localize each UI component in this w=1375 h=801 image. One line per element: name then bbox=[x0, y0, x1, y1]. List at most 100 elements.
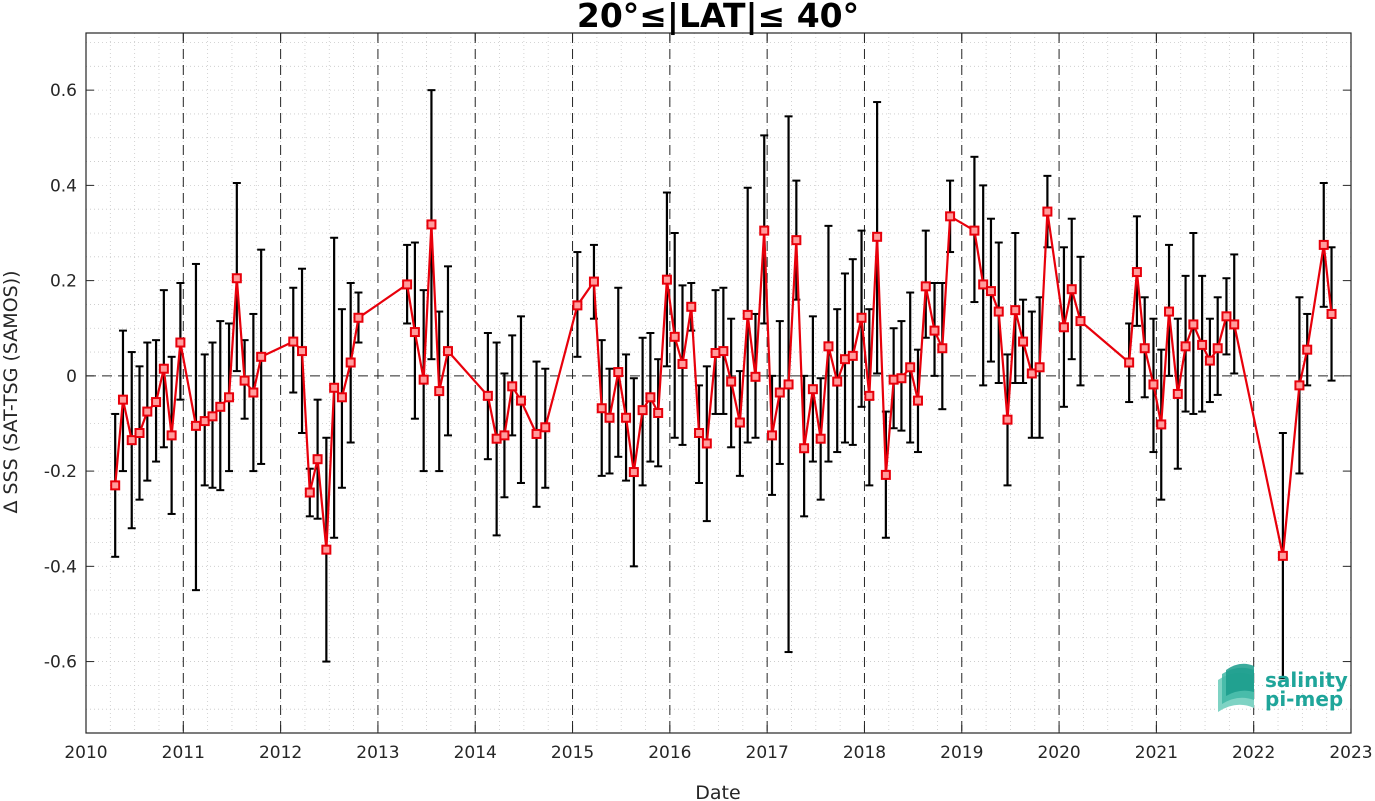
data-point-marker bbox=[880, 469, 891, 480]
data-point-marker bbox=[1229, 319, 1240, 330]
data-point-marker bbox=[767, 430, 778, 441]
y-tick-label: -0.2 bbox=[44, 462, 77, 482]
chart-title: 20°≤|LAT|≤ 40° bbox=[577, 0, 859, 35]
data-point-marker bbox=[1018, 336, 1029, 347]
data-point-marker bbox=[1277, 550, 1288, 561]
data-point-marker bbox=[207, 411, 218, 422]
data-point-marker bbox=[985, 286, 996, 297]
data-point-marker bbox=[409, 327, 420, 338]
data-point-marker bbox=[750, 371, 761, 382]
x-tick-label: 2018 bbox=[843, 743, 886, 763]
data-point-marker bbox=[604, 412, 615, 423]
data-point-marker bbox=[920, 281, 931, 292]
data-point-marker bbox=[653, 408, 664, 418]
year-boundaries bbox=[182, 33, 1255, 733]
data-point-marker bbox=[1302, 344, 1313, 355]
data-point-marker bbox=[1326, 308, 1337, 319]
data-point-marker bbox=[482, 390, 493, 401]
data-point-marker bbox=[1156, 419, 1167, 430]
data-point-marker bbox=[1026, 368, 1037, 379]
x-tick-label: 2013 bbox=[356, 743, 399, 763]
data-point-marker bbox=[1042, 206, 1053, 217]
logo-line2: pi-mep bbox=[1265, 687, 1343, 711]
data-point-marker bbox=[937, 343, 948, 354]
data-point-marker bbox=[701, 438, 712, 449]
data-point-marker bbox=[613, 367, 624, 378]
y-tick-label: 0.4 bbox=[50, 176, 77, 196]
data-point-marker bbox=[110, 480, 121, 491]
data-point-marker bbox=[929, 325, 940, 336]
data-point-marker bbox=[774, 387, 785, 398]
data-point-marker bbox=[142, 406, 153, 417]
data-point-marker bbox=[588, 276, 599, 287]
data-point-marker bbox=[256, 351, 267, 362]
logo-line1: salinity bbox=[1265, 668, 1348, 692]
data-point-marker bbox=[856, 312, 867, 323]
data-point-marker bbox=[248, 387, 259, 398]
x-tick-label: 2017 bbox=[746, 743, 789, 763]
data-point-marker bbox=[1010, 305, 1021, 316]
data-point-marker bbox=[434, 386, 445, 397]
data-point-marker bbox=[312, 454, 323, 465]
logo-emblem-icon bbox=[1218, 663, 1254, 712]
data-point-marker bbox=[815, 433, 826, 444]
y-axis-label: Δ SSS (SAT-TSG (SAMOS)) bbox=[0, 270, 22, 513]
data-point-marker bbox=[151, 397, 162, 408]
x-tick-label: 2022 bbox=[1232, 743, 1275, 763]
data-point-marker bbox=[896, 373, 907, 384]
data-point-marker bbox=[686, 301, 697, 312]
data-point-marker bbox=[231, 273, 242, 284]
data-point-marker bbox=[759, 225, 770, 236]
x-tick-label: 2021 bbox=[1135, 743, 1178, 763]
y-tick-label: 0.6 bbox=[50, 81, 77, 101]
data-point-marker bbox=[345, 357, 356, 368]
data-point-marker bbox=[669, 331, 680, 342]
x-tick-labels: 2010 2011 2012 2013 2014 2015 2016 2017 2018 2019… bbox=[64, 743, 1372, 763]
data-point-marker bbox=[540, 422, 551, 433]
data-point-marker bbox=[993, 306, 1004, 317]
x-tick-label: 2011 bbox=[162, 743, 205, 763]
data-point-marker bbox=[1318, 239, 1329, 250]
data-point-marker bbox=[1002, 414, 1013, 425]
data-point-marker bbox=[694, 428, 705, 438]
data-point-marker bbox=[1204, 355, 1215, 366]
logo: salinity pi-mep bbox=[1218, 663, 1348, 712]
data-point-marker bbox=[499, 430, 510, 441]
data-point-marker bbox=[621, 412, 632, 423]
data-point-marker bbox=[1124, 357, 1135, 368]
x-tick-label: 2012 bbox=[259, 743, 302, 763]
series-line bbox=[114, 211, 1333, 557]
data-point-marker bbox=[945, 211, 956, 222]
data-point-marker bbox=[402, 279, 413, 290]
x-tick-label: 2020 bbox=[1037, 743, 1080, 763]
data-point-marker bbox=[353, 312, 364, 323]
data-point-marker bbox=[418, 374, 429, 385]
data-point-marker bbox=[628, 467, 639, 478]
y-tick-label: -0.6 bbox=[44, 653, 77, 673]
x-tick-label: 2015 bbox=[551, 743, 594, 763]
data-point-marker bbox=[166, 430, 177, 441]
data-point-marker bbox=[239, 375, 250, 386]
data-point-marker bbox=[1294, 380, 1305, 391]
data-point-marker bbox=[1172, 388, 1183, 399]
data-point-marker bbox=[1075, 316, 1086, 327]
data-point-marker bbox=[321, 544, 332, 555]
data-point-marker bbox=[872, 231, 883, 242]
data-point-marker bbox=[215, 401, 226, 412]
data-point-marker bbox=[1034, 362, 1045, 373]
data-point-marker bbox=[515, 395, 526, 406]
data-point-marker bbox=[978, 279, 989, 290]
data-point-marker bbox=[126, 435, 137, 446]
data-point-marker bbox=[297, 346, 308, 357]
data-point-marker bbox=[288, 336, 299, 347]
data-point-marker bbox=[807, 384, 818, 395]
data-point-marker bbox=[1131, 267, 1142, 278]
data-point-marker bbox=[426, 219, 437, 230]
data-point-marker bbox=[117, 394, 128, 405]
data-point-marker bbox=[645, 392, 656, 403]
data-point-marker bbox=[783, 379, 794, 390]
data-point-marker bbox=[1180, 341, 1191, 352]
data-point-marker bbox=[734, 417, 745, 428]
